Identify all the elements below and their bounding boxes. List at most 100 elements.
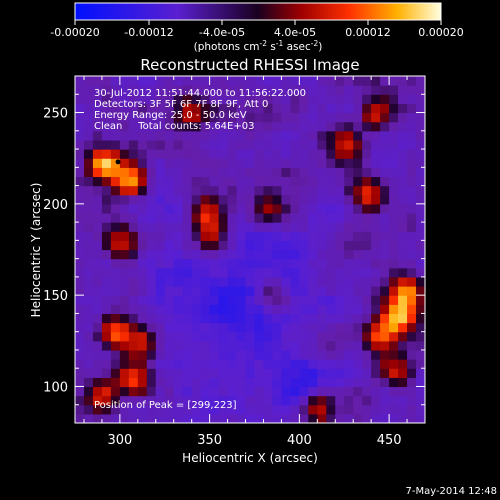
heatmap-cell [75, 240, 85, 251]
heatmap-cell [119, 249, 130, 260]
heatmap-cell [227, 386, 238, 397]
heatmap-cell [335, 295, 345, 305]
heatmap-cell [272, 167, 283, 178]
heatmap-cell [254, 240, 265, 251]
heatmap-cell [263, 222, 274, 232]
heatmap-cell [344, 276, 354, 287]
heatmap-cell [281, 386, 291, 397]
heatmap-cell [227, 304, 238, 315]
heatmap-cell [119, 130, 130, 141]
heatmap-cell [128, 313, 139, 324]
heatmap-cell [245, 377, 256, 388]
heatmap-cell [191, 386, 202, 397]
heatmap-cell [254, 286, 265, 296]
heatmap-cell [236, 158, 247, 168]
heatmap-cell [227, 203, 238, 214]
heatmap-cell [263, 231, 274, 241]
heatmap-cell [290, 222, 300, 232]
heatmap-cell [146, 85, 157, 95]
heatmap-cell [380, 185, 390, 196]
heatmap-cell [281, 85, 291, 95]
heatmap-cell [371, 349, 381, 360]
heatmap-cell [254, 103, 265, 114]
heatmap-cell [128, 258, 139, 269]
heatmap-cell [83, 176, 94, 187]
heatmap-cell [281, 322, 291, 333]
heatmap-cell [92, 349, 103, 360]
heatmap-cell [389, 212, 399, 223]
heatmap-cell [200, 286, 211, 296]
heatmap-cell [191, 276, 202, 287]
heatmap-cell [83, 349, 94, 360]
plot-frame [74, 75, 426, 424]
heatmap-cell [155, 185, 166, 196]
heatmap-cell [335, 158, 345, 168]
heatmap-cell [254, 322, 265, 333]
heatmap-cell [299, 386, 309, 397]
heatmap-cell [272, 130, 283, 141]
heatmap-cell [335, 377, 345, 388]
heatmap-cell [146, 258, 157, 269]
heatmap-cell [272, 322, 283, 333]
heatmap-cell [272, 240, 283, 251]
heatmap-cell [200, 395, 211, 406]
heatmap-cell [227, 258, 238, 269]
heatmap-cell [92, 258, 103, 269]
heatmap-cell [389, 176, 399, 187]
heatmap-cell [75, 395, 85, 406]
heatmap-cell [200, 76, 211, 86]
heatmap-cell [317, 404, 327, 415]
heatmap-cell [326, 295, 336, 305]
heatmap-cell [119, 231, 130, 241]
heatmap-cell [110, 231, 121, 241]
heatmap-cell [380, 386, 390, 397]
heatmap-cell [299, 158, 309, 168]
heatmap-cell [326, 85, 336, 95]
heatmap-cell [182, 203, 193, 214]
heatmap-cell [227, 158, 238, 168]
heatmap-cell [371, 395, 381, 406]
heatmap-cell [146, 295, 157, 305]
heatmap-cell [182, 359, 193, 369]
heatmap-cell [389, 295, 399, 305]
heatmap-cell [290, 267, 300, 278]
heatmap-cell [128, 331, 139, 342]
heatmap-cell [398, 331, 408, 342]
heatmap-cell [83, 121, 94, 132]
heatmap-cell [137, 249, 148, 260]
y-tick-label: 100 [43, 380, 68, 395]
heatmap-cell [110, 276, 121, 287]
heatmap-cell [146, 112, 157, 123]
heatmap-cell [164, 286, 175, 296]
heatmap-cell [200, 212, 211, 223]
heatmap-cell [281, 304, 291, 315]
heatmap-cell [137, 203, 148, 214]
heatmap-cell [110, 340, 121, 351]
heatmap-cell [326, 395, 336, 406]
heatmap-cell [155, 121, 166, 132]
heatmap-cell [128, 203, 139, 214]
heatmap-cell [362, 377, 372, 388]
heatmap-cell [344, 340, 354, 351]
heatmap-cell [119, 267, 130, 278]
heatmap-cell [389, 121, 399, 132]
heatmap-cell [92, 413, 103, 423]
heatmap-cell [335, 194, 345, 205]
heatmap-cell [263, 386, 274, 397]
heatmap-cell [75, 94, 85, 104]
heatmap-cell [416, 222, 425, 232]
heatmap-cell [83, 295, 94, 305]
annotation-detectors: Detectors: 3F 5F 6F 7F 8F 9F, Att 0 [94, 99, 268, 110]
heatmap-cell [236, 340, 247, 351]
heatmap-cell [236, 349, 247, 360]
heatmap-cell [236, 194, 247, 205]
heatmap-cell [191, 85, 202, 95]
heatmap-cell [137, 349, 148, 360]
heatmap-cell [371, 231, 381, 241]
heatmap-cell [218, 395, 229, 406]
heatmap-cell [407, 222, 417, 232]
heatmap-cell [326, 359, 336, 369]
heatmap-cell [83, 240, 94, 251]
heatmap-cell [407, 276, 417, 287]
heatmap-cell [146, 322, 157, 333]
